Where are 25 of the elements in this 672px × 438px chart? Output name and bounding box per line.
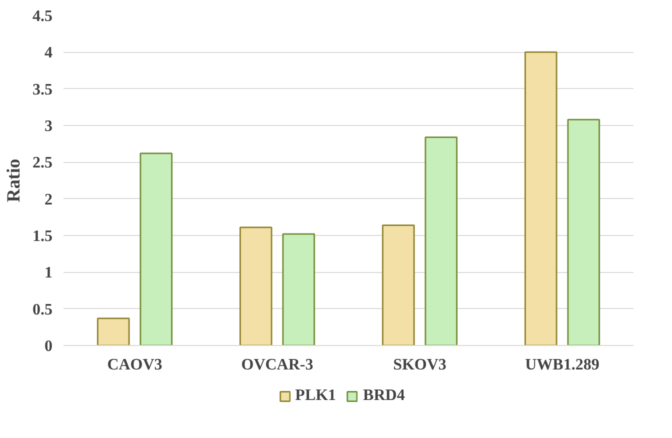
legend-label: BRD4 <box>363 387 405 405</box>
y-tick-label: 4 <box>44 44 52 62</box>
y-tick-label: 0.5 <box>32 301 52 318</box>
legend-label: PLK1 <box>295 387 336 405</box>
bar <box>424 136 458 346</box>
y-tick-label: 3.5 <box>32 81 52 98</box>
y-tick-label: 2.5 <box>32 154 52 172</box>
y-tick-label: 1 <box>44 264 52 282</box>
x-tick-label: OVCAR-3 <box>241 356 314 374</box>
bar <box>140 152 173 346</box>
y-tick-label: 1.5 <box>32 228 52 245</box>
bar <box>524 51 558 346</box>
y-tick-label: 2 <box>44 191 52 208</box>
y-tick-label: 4.5 <box>32 8 52 25</box>
bar <box>382 224 415 346</box>
bar <box>282 233 316 346</box>
x-tick-label: UWB1.289 <box>525 356 600 374</box>
x-tick-label: CAOV3 <box>107 356 162 374</box>
x-tick-label: SKOV3 <box>393 356 446 374</box>
bar <box>239 226 272 346</box>
bar <box>567 118 600 346</box>
y-tick-label: 0 <box>44 338 52 355</box>
y-axis-title: Ratio <box>4 158 24 202</box>
bar <box>96 318 130 346</box>
y-tick-label: 3 <box>44 118 52 135</box>
